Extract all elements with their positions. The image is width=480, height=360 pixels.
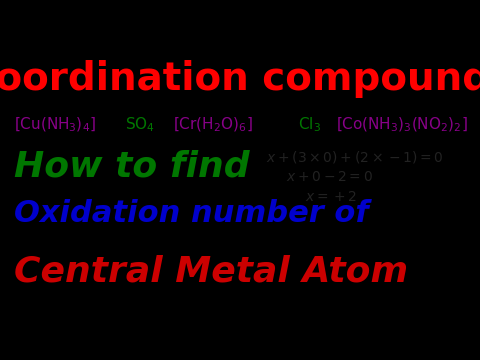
Text: [Co(NH$_3$)$_3$(NO$_2$)$_2$]: [Co(NH$_3$)$_3$(NO$_2$)$_2$] <box>336 115 468 134</box>
Text: Cl$_3$: Cl$_3$ <box>298 115 321 134</box>
Text: $x = +2$: $x = +2$ <box>305 189 357 203</box>
Text: Oxidation number of: Oxidation number of <box>14 198 369 228</box>
Text: Coordination compounds: Coordination compounds <box>0 60 480 98</box>
Text: Central Metal Atom: Central Metal Atom <box>14 255 408 289</box>
Text: [Cr(H$_2$O)$_6$]: [Cr(H$_2$O)$_6$] <box>173 115 252 134</box>
Text: $x + 0 - 2 = 0$: $x + 0 - 2 = 0$ <box>286 170 373 184</box>
Text: How to find: How to find <box>14 149 250 184</box>
Text: $x + (3 \times 0) + (2 \times -1) = 0$: $x + (3 \times 0) + (2 \times -1) = 0$ <box>266 149 444 166</box>
Text: SO$_4$: SO$_4$ <box>125 115 155 134</box>
Text: [Cu(NH$_3$)$_4$]: [Cu(NH$_3$)$_4$] <box>14 115 96 134</box>
